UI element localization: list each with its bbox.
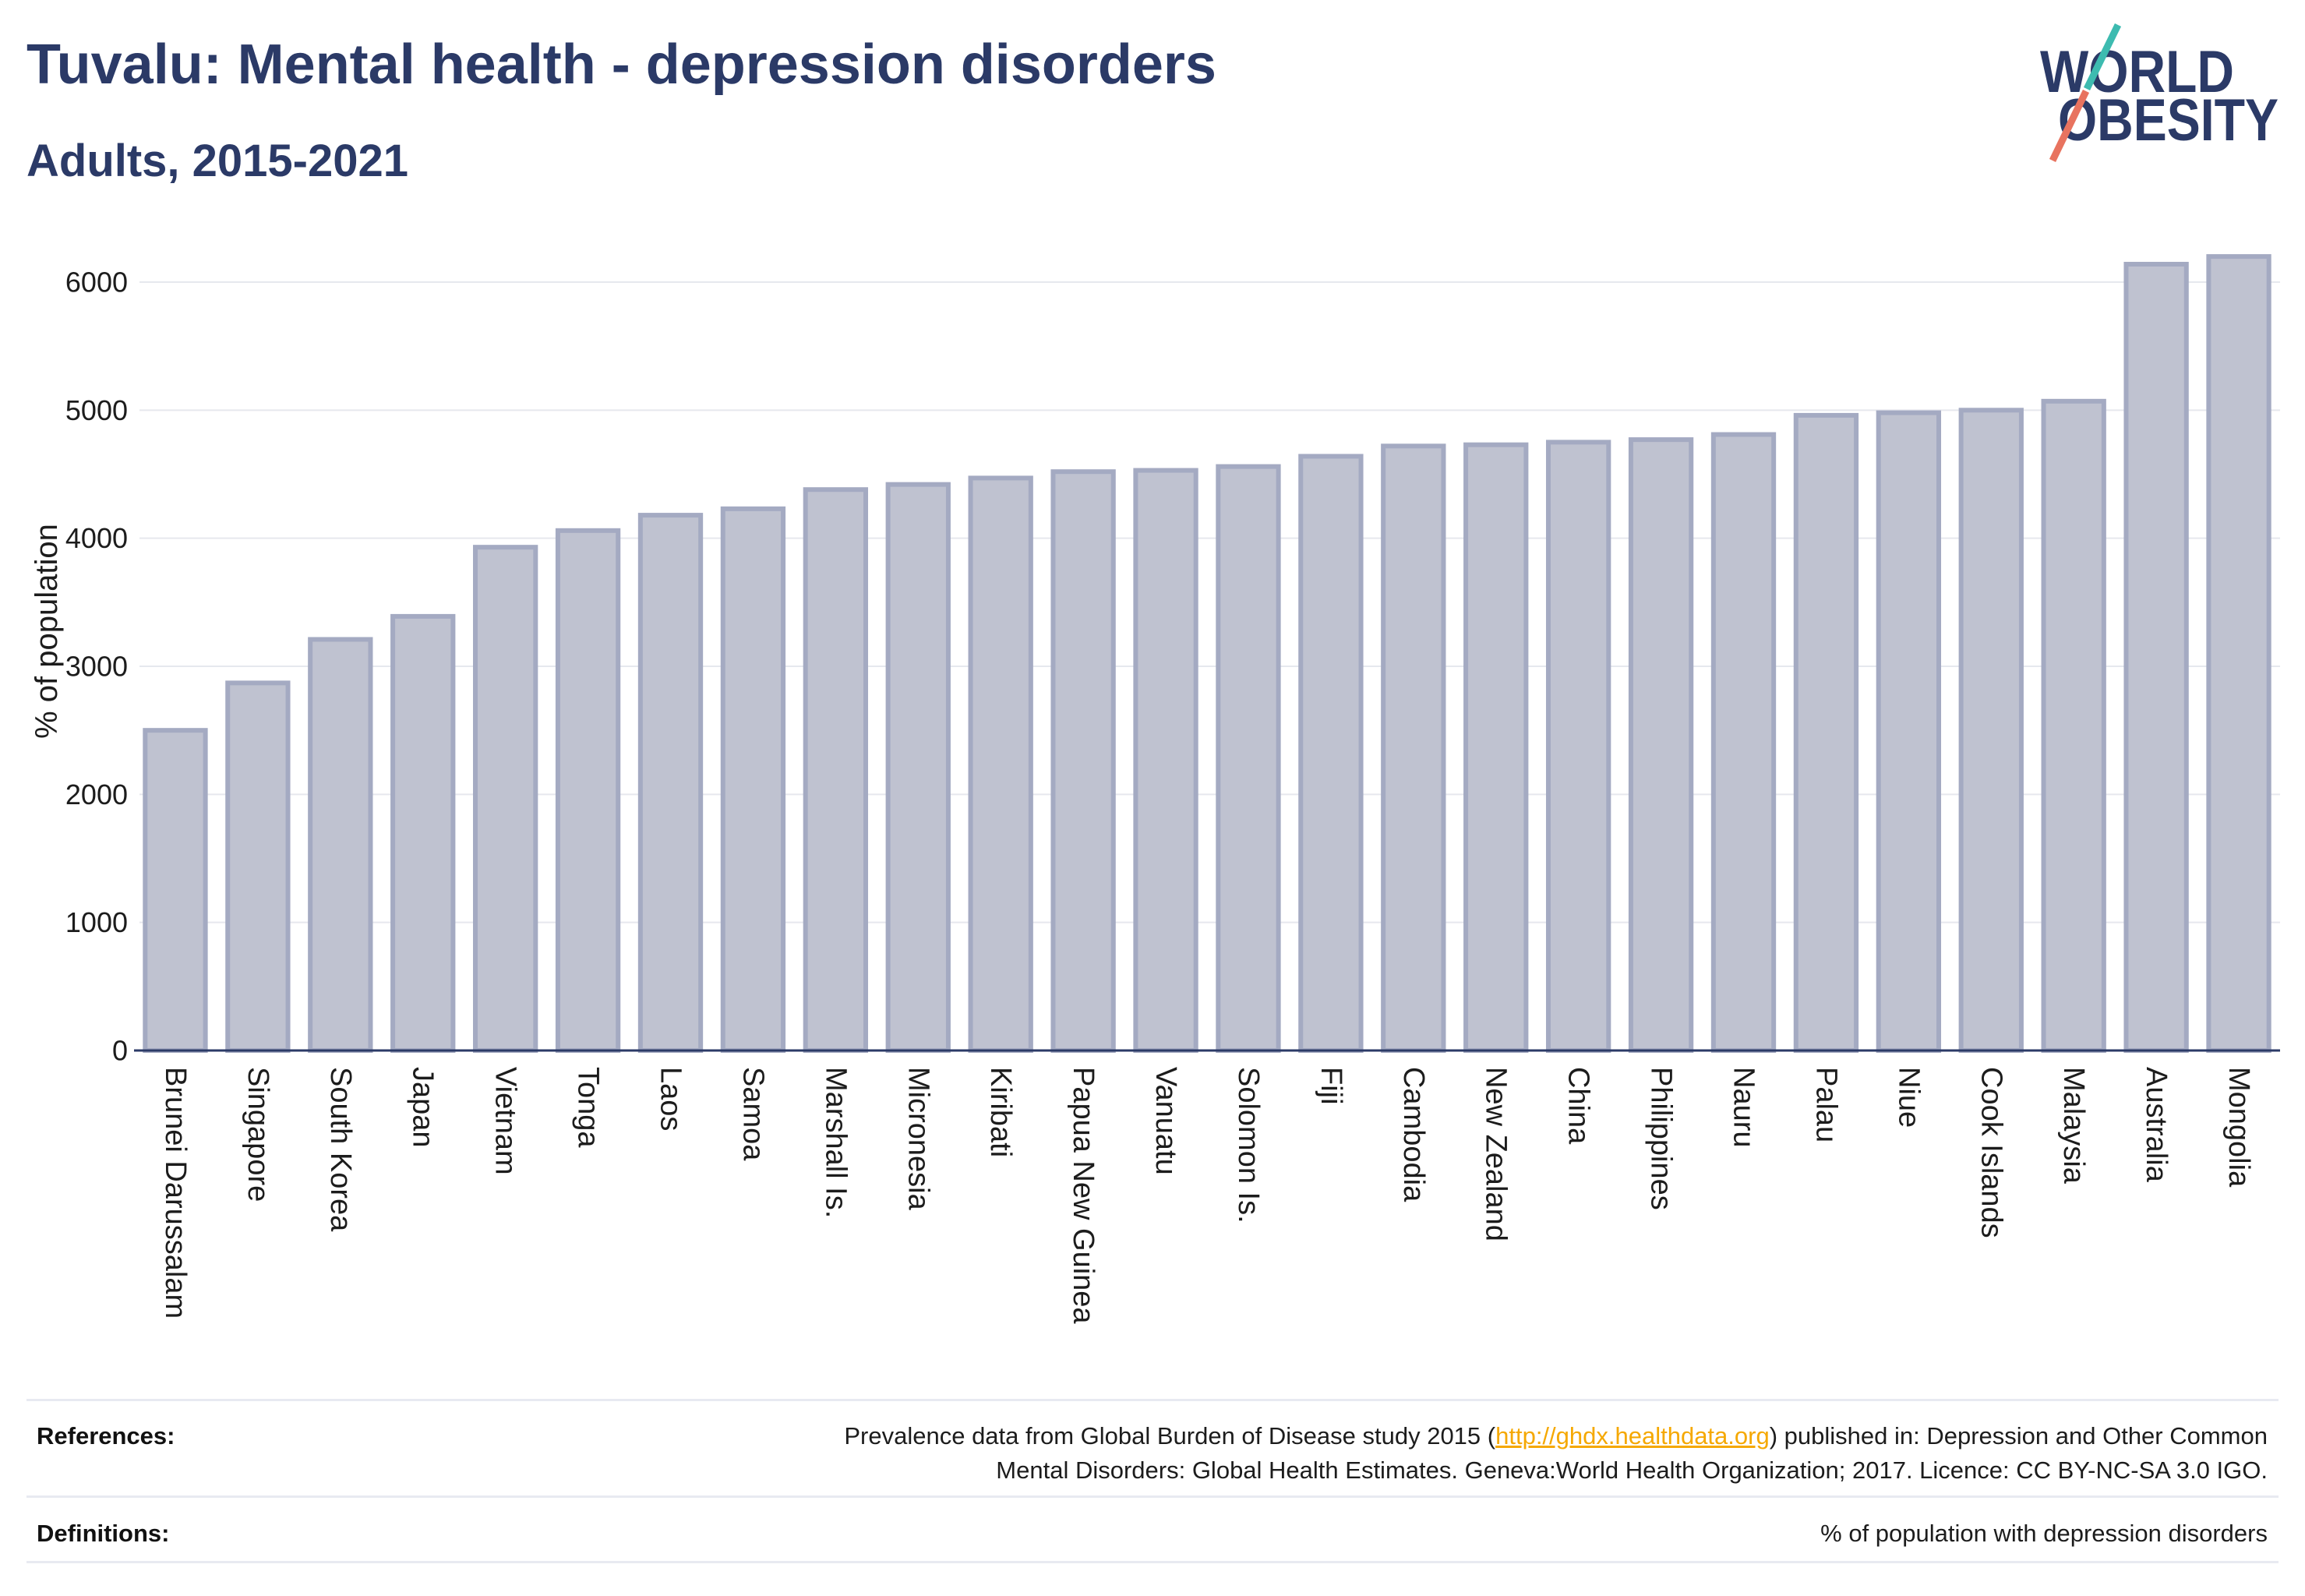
x-tick-label-samoa: Samoa [736, 1067, 769, 1161]
bar-chart: 0 1000 2000 3000 4000 5000 6000 Brunei Darussa… [30, 254, 2280, 1324]
chart-subtitle: Adults, 2015-2021 [26, 136, 409, 186]
bars [143, 254, 2271, 1054]
bar-kiribati [968, 475, 1033, 1053]
definitions-text: % of population with depression disorder… [1820, 1520, 2268, 1547]
references-text: Prevalence data from Global Burden of Di… [844, 1419, 2268, 1488]
bar-nauru [1710, 432, 1777, 1054]
x-tick-label-papua-new-guinea: Papua New Guinea [1067, 1067, 1100, 1324]
x-tick-label-vietnam: Vietnam [489, 1067, 522, 1175]
x-tick-label-palau: Palau [1809, 1067, 1842, 1142]
x-tick-label-niue: Niue [1892, 1067, 1925, 1128]
bar-new-zealand [1463, 442, 1529, 1054]
bar-samoa [720, 506, 786, 1053]
bar-micronesia [885, 482, 951, 1053]
x-tick-label-cambodia: Cambodia [1397, 1067, 1430, 1202]
references-line-2: Mental Disorders: Global Health Estimate… [996, 1457, 2268, 1484]
x-tick-label-micronesia: Micronesia [902, 1067, 934, 1211]
x-tick-label-new-zealand: New Zealand [1480, 1067, 1513, 1241]
x-tick-label-china: China [1562, 1067, 1595, 1145]
y-tick-label-1000: 1000 [65, 906, 128, 938]
bar-niue [1876, 410, 1942, 1053]
logo-word-world: WORLD [2040, 39, 2234, 105]
bar-laos [637, 513, 704, 1053]
x-tick-label-brunei-darussalam: Brunei Darussalam [159, 1067, 192, 1319]
x-tick-label-malaysia: Malaysia [2057, 1067, 2090, 1185]
y-tick-label-2000: 2000 [65, 779, 128, 810]
x-tick-label-kiribati: Kiribati [984, 1067, 1017, 1157]
x-axis-tick-labels: Brunei Darussalam Singapore South Korea Jap… [159, 1067, 2255, 1324]
x-tick-label-south-korea: South Korea [324, 1067, 357, 1232]
x-tick-label-mongolia: Mongolia [2222, 1067, 2255, 1188]
x-tick-label-marshall-is: Marshall Is. [819, 1067, 852, 1218]
references-label: References: [37, 1422, 175, 1449]
bar-marshall-is [803, 487, 869, 1054]
footer-divider-middle [26, 1495, 2279, 1498]
y-axis-tick-labels: 0 1000 2000 3000 4000 5000 6000 [65, 267, 128, 1067]
logo-slash-coral [2049, 90, 2090, 162]
y-tick-label-5000: 5000 [65, 394, 128, 426]
bar-solomon-is [1216, 464, 1281, 1053]
footer-divider-top [26, 1399, 2279, 1401]
y-tick-label-0: 0 [112, 1035, 128, 1067]
references-line-1: Prevalence data from Global Burden of Di… [844, 1419, 2268, 1453]
chart-title: Tuvalu: Mental health - depression disor… [26, 34, 1216, 96]
logo-slash-teal [2083, 23, 2122, 90]
bar-south-korea [308, 637, 373, 1053]
y-tick-label-4000: 4000 [65, 522, 128, 554]
bar-tonga [555, 528, 621, 1054]
x-tick-label-singapore: Singapore [242, 1067, 274, 1202]
footer-divider-bottom [26, 1561, 2279, 1563]
x-tick-label-laos: Laos [655, 1067, 687, 1131]
bar-fiji [1298, 454, 1364, 1053]
bar-cambodia [1381, 443, 1446, 1053]
x-tick-label-australia: Australia [2140, 1067, 2173, 1183]
bar-singapore [225, 680, 291, 1053]
references-text-after-link: ) published in: Depression and Other Com… [1769, 1422, 2268, 1449]
y-tick-label-6000: 6000 [65, 267, 128, 298]
bar-vanuatu [1133, 468, 1198, 1053]
x-tick-label-fiji: Fiji [1315, 1067, 1347, 1105]
x-tick-label-philippines: Philippines [1645, 1067, 1678, 1210]
logo-word-obesity: OBESITY [2058, 87, 2279, 154]
bar-malaysia [2041, 398, 2106, 1053]
references-link[interactable]: http://ghdx.healthdata.org [1495, 1422, 1770, 1449]
references-text-before-link: Prevalence data from Global Burden of Di… [844, 1422, 1496, 1449]
world-obesity-logo: WORLD OBESITY [2040, 23, 2279, 162]
x-tick-label-tonga: Tonga [572, 1067, 605, 1148]
bar-japan [390, 613, 456, 1054]
y-tick-label-3000: 3000 [65, 651, 128, 683]
bar-china [1545, 440, 1611, 1053]
x-tick-label-nauru: Nauru [1728, 1067, 1760, 1148]
bar-palau [1793, 412, 1859, 1053]
bar-mongolia [2206, 254, 2271, 1053]
bar-papua-new-guinea [1050, 469, 1116, 1054]
y-axis-title: % of population [30, 524, 64, 739]
x-tick-label-solomon-is: Solomon Is. [1232, 1067, 1265, 1223]
definitions-label: Definitions: [37, 1520, 170, 1547]
x-tick-label-vanuatu: Vanuatu [1149, 1067, 1182, 1175]
bar-australia [2123, 261, 2189, 1053]
bar-cook-islands [1958, 408, 2024, 1054]
bar-philippines [1628, 437, 1694, 1053]
x-tick-label-japan: Japan [407, 1067, 439, 1148]
bar-vietnam [472, 545, 538, 1054]
bar-brunei-darussalam [143, 728, 208, 1054]
x-tick-label-cook-islands: Cook Islands [1975, 1067, 2007, 1238]
